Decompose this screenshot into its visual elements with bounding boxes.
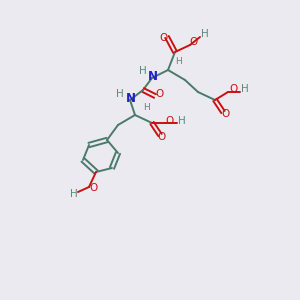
Text: H: H — [176, 56, 182, 65]
Text: O: O — [190, 37, 198, 47]
Text: O: O — [166, 116, 174, 126]
Text: O: O — [158, 132, 166, 142]
Text: H: H — [116, 89, 124, 99]
Text: H: H — [178, 116, 186, 126]
Text: N: N — [126, 92, 136, 106]
Text: H: H — [201, 29, 209, 39]
Text: O: O — [89, 183, 97, 193]
Text: H: H — [139, 66, 147, 76]
Text: O: O — [156, 89, 164, 99]
Text: H: H — [142, 103, 149, 112]
Text: H: H — [241, 84, 249, 94]
Text: O: O — [229, 84, 237, 94]
Text: O: O — [159, 33, 167, 43]
Text: H: H — [70, 189, 78, 199]
Text: O: O — [221, 109, 229, 119]
Text: N: N — [148, 70, 158, 83]
